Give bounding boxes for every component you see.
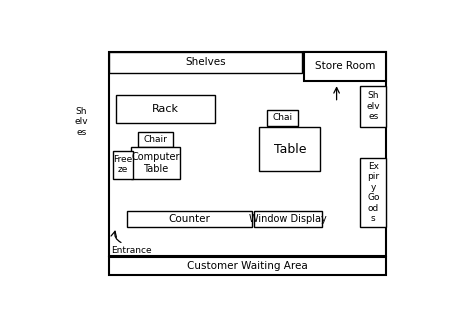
Bar [360,158,386,227]
Bar [112,151,133,178]
Bar [116,95,215,123]
Text: Sh
elv
es: Sh elv es [366,91,380,121]
Bar [138,131,173,147]
Text: Customer Waiting Area: Customer Waiting Area [187,261,308,271]
Text: Entrance: Entrance [110,246,151,255]
Text: Store Room: Store Room [315,61,375,71]
Text: Sh
elv
es: Sh elv es [74,107,88,137]
Bar [131,147,181,178]
Bar [127,211,252,227]
Bar [109,257,386,275]
Text: Counter: Counter [169,214,210,224]
Text: Chai: Chai [273,113,292,122]
Text: Table: Table [273,142,306,156]
Bar [109,52,386,256]
Text: Rack: Rack [152,104,179,114]
Bar [259,127,320,171]
Text: Ex
pir
y
Go
od
s: Ex pir y Go od s [367,162,380,223]
Text: Computer
Table: Computer Table [131,152,180,174]
Bar [267,110,298,126]
Bar [254,211,322,227]
Bar [360,86,386,127]
Text: Shelves: Shelves [185,57,226,67]
Text: Chair: Chair [144,135,168,144]
Text: Window Display: Window Display [249,214,327,224]
Bar [109,52,301,73]
Text: Free
ze: Free ze [113,155,132,174]
Bar [303,52,386,81]
